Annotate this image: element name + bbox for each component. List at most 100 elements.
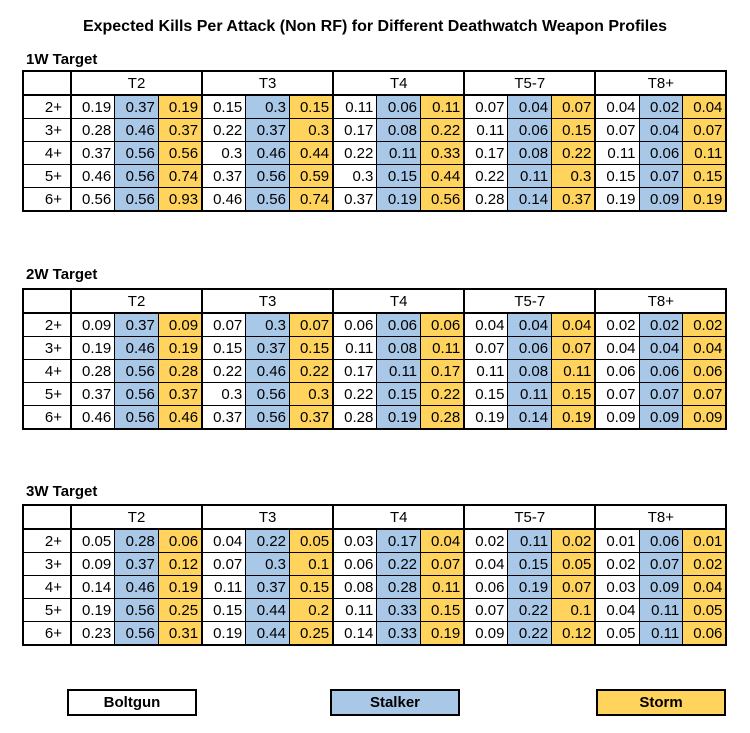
table-row: 6+ 0.23 0.56 0.31 0.19 0.44 0.25 0.14 0.33 0.19 0.…: [22, 621, 728, 646]
value-cell: 0.11: [420, 94, 466, 119]
value-cell: 0.04: [463, 312, 509, 337]
column-header: T5-7: [463, 70, 597, 96]
value-cell: 0.22: [332, 141, 378, 165]
value-cell: 0.74: [288, 187, 335, 212]
value-cell: 0.25: [288, 621, 335, 646]
value-cell: 0.06: [507, 336, 553, 360]
table-row: 4+ 0.28 0.56 0.28 0.22 0.46 0.22 0.17 0.11 0.17 0.…: [22, 359, 728, 383]
value-cell: 0.12: [157, 552, 204, 576]
value-cell: 0.12: [551, 621, 597, 646]
row-label: 6+: [22, 187, 72, 212]
value-cell: 0.01: [594, 528, 640, 553]
value-cell: 0.08: [507, 359, 553, 383]
section-title: 2W Target: [26, 266, 98, 283]
value-cell: 0.07: [638, 382, 684, 406]
column-header: T4: [332, 70, 466, 96]
value-cell: 0.46: [201, 187, 247, 212]
value-cell: 0.11: [507, 382, 553, 406]
value-cell: 0.46: [114, 336, 159, 360]
row-label: 3+: [22, 336, 72, 360]
value-cell: 0.19: [376, 187, 422, 212]
value-cell: 0.04: [638, 336, 684, 360]
value-cell: 0.22: [507, 598, 553, 622]
row-label: 2+: [22, 528, 72, 553]
value-cell: 0.06: [682, 621, 728, 646]
value-cell: 0.02: [463, 528, 509, 553]
value-cell: 0.04: [594, 598, 640, 622]
value-cell: 0.11: [376, 359, 422, 383]
value-cell: 0.09: [594, 405, 640, 430]
value-cell: 0.15: [594, 164, 640, 188]
column-header: T8+: [594, 70, 728, 96]
value-cell: 0.22: [420, 118, 466, 142]
value-cell: 0.3: [201, 141, 247, 165]
value-cell: 0.14: [507, 405, 553, 430]
value-cell: 0.06: [638, 528, 684, 553]
value-cell: 0.02: [551, 528, 597, 553]
column-header: T3: [201, 70, 335, 96]
value-cell: 0.28: [70, 359, 116, 383]
table-row: 4+ 0.14 0.46 0.19 0.11 0.37 0.15 0.08 0.28 0.11 0.…: [22, 575, 728, 599]
row-label: 6+: [22, 405, 72, 430]
value-cell: 0.37: [245, 575, 290, 599]
value-cell: 0.11: [638, 621, 684, 646]
column-header: T5-7: [463, 504, 597, 530]
value-cell: 0.19: [70, 336, 116, 360]
column-header: T4: [332, 288, 466, 314]
table-row: 3+ 0.28 0.46 0.37 0.22 0.37 0.3 0.17 0.08 0.22 0.1…: [22, 118, 728, 142]
value-cell: 0.06: [157, 528, 204, 553]
legend-storm: Storm: [596, 689, 726, 716]
value-cell: 0.07: [551, 94, 597, 119]
value-cell: 0.07: [594, 382, 640, 406]
value-cell: 0.74: [157, 164, 204, 188]
value-cell: 0.15: [288, 575, 335, 599]
value-cell: 0.19: [376, 405, 422, 430]
row-label: 5+: [22, 164, 72, 188]
value-cell: 0.06: [376, 312, 422, 337]
value-cell: 0.56: [114, 405, 159, 430]
value-cell: 0.28: [420, 405, 466, 430]
value-cell: 0.07: [638, 552, 684, 576]
value-cell: 0.37: [551, 187, 597, 212]
value-cell: 0.56: [114, 621, 159, 646]
value-cell: 0.09: [638, 405, 684, 430]
value-cell: 0.19: [70, 598, 116, 622]
value-cell: 0.17: [463, 141, 509, 165]
value-cell: 0.33: [376, 621, 422, 646]
value-cell: 0.03: [594, 575, 640, 599]
value-cell: 0.19: [463, 405, 509, 430]
value-cell: 0.33: [376, 598, 422, 622]
value-cell: 0.37: [157, 118, 204, 142]
value-cell: 0.15: [420, 598, 466, 622]
value-cell: 0.56: [420, 187, 466, 212]
value-cell: 0.22: [288, 359, 335, 383]
table-row: 6+ 0.46 0.56 0.46 0.37 0.56 0.37 0.28 0.19 0.28 0.…: [22, 405, 728, 430]
value-cell: 0.07: [594, 118, 640, 142]
header-corner: [22, 504, 72, 530]
value-cell: 0.37: [245, 336, 290, 360]
value-cell: 0.17: [376, 528, 422, 553]
row-label: 4+: [22, 575, 72, 599]
value-cell: 0.22: [420, 382, 466, 406]
value-cell: 0.25: [157, 598, 204, 622]
value-cell: 0.04: [594, 336, 640, 360]
column-header: T2: [70, 288, 204, 314]
value-cell: 0.37: [114, 312, 159, 337]
value-cell: 0.56: [114, 164, 159, 188]
value-cell: 0.06: [594, 359, 640, 383]
value-cell: 0.56: [245, 382, 290, 406]
value-cell: 0.06: [638, 359, 684, 383]
row-label: 5+: [22, 382, 72, 406]
value-cell: 0.15: [507, 552, 553, 576]
value-cell: 0.44: [420, 164, 466, 188]
value-cell: 0.11: [594, 141, 640, 165]
value-cell: 0.11: [376, 141, 422, 165]
value-cell: 0.46: [114, 118, 159, 142]
value-cell: 0.56: [114, 141, 159, 165]
value-cell: 0.04: [682, 575, 728, 599]
value-cell: 0.11: [463, 359, 509, 383]
value-cell: 0.56: [114, 598, 159, 622]
value-cell: 0.37: [70, 141, 116, 165]
column-header: T3: [201, 288, 335, 314]
value-cell: 0.11: [332, 336, 378, 360]
